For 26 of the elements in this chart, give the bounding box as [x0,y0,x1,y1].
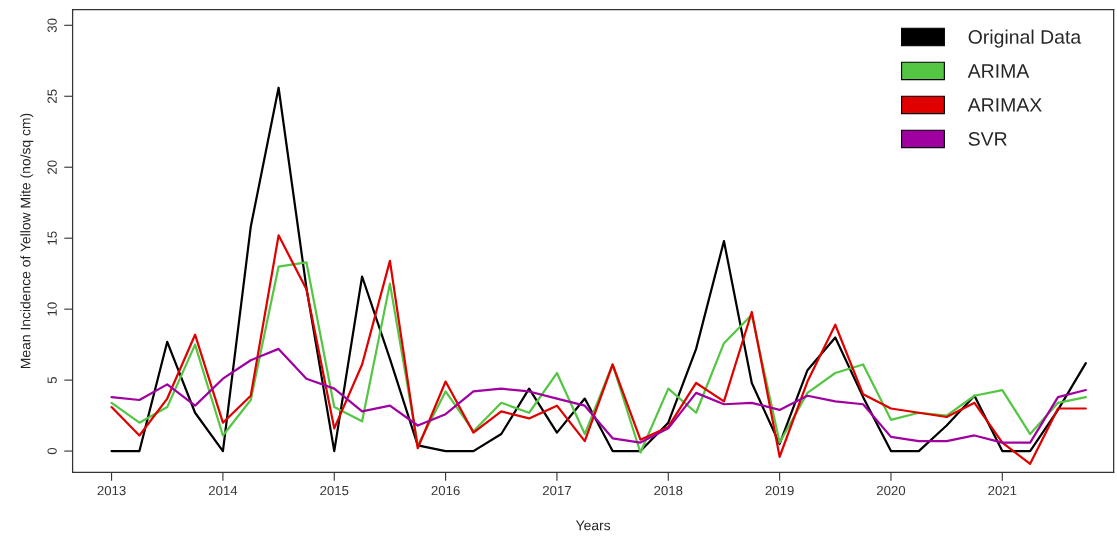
legend-label: SVR [968,132,1007,146]
legend-label: ARIMAX [967,98,1042,112]
x-axis-title: Years [575,520,611,531]
x-tick-label: 2019 [765,485,794,496]
x-tick-label: 2015 [320,485,349,496]
x-tick-label: 2017 [542,485,571,496]
x-tick-label: 2021 [988,485,1017,496]
line-series [110,347,1087,444]
y-tick-label: 30 [47,18,57,33]
y-tick-label: 10 [47,302,57,316]
line-series [110,86,1087,453]
x-tick-label: 2016 [431,485,460,496]
line-series [110,261,1087,454]
line-series [110,234,1087,465]
x-tick-label: 2018 [654,485,683,496]
y-tick-label: 15 [47,231,57,245]
y-tick-label: 20 [47,160,57,174]
x-tick-label: 2020 [876,485,906,496]
x-tick-label: 2013 [97,485,126,496]
y-tick-label: 0 [47,447,57,455]
y-tick-label: 25 [47,89,57,103]
y-axis-title: Mean Incidence of Yellow Mite (no/sq cm) [20,113,34,369]
legend-label: ARIMA [967,64,1030,78]
legend-label: Original Data [968,29,1082,48]
x-tick-label: 2014 [208,485,238,496]
y-tick-label: 5 [47,377,57,384]
